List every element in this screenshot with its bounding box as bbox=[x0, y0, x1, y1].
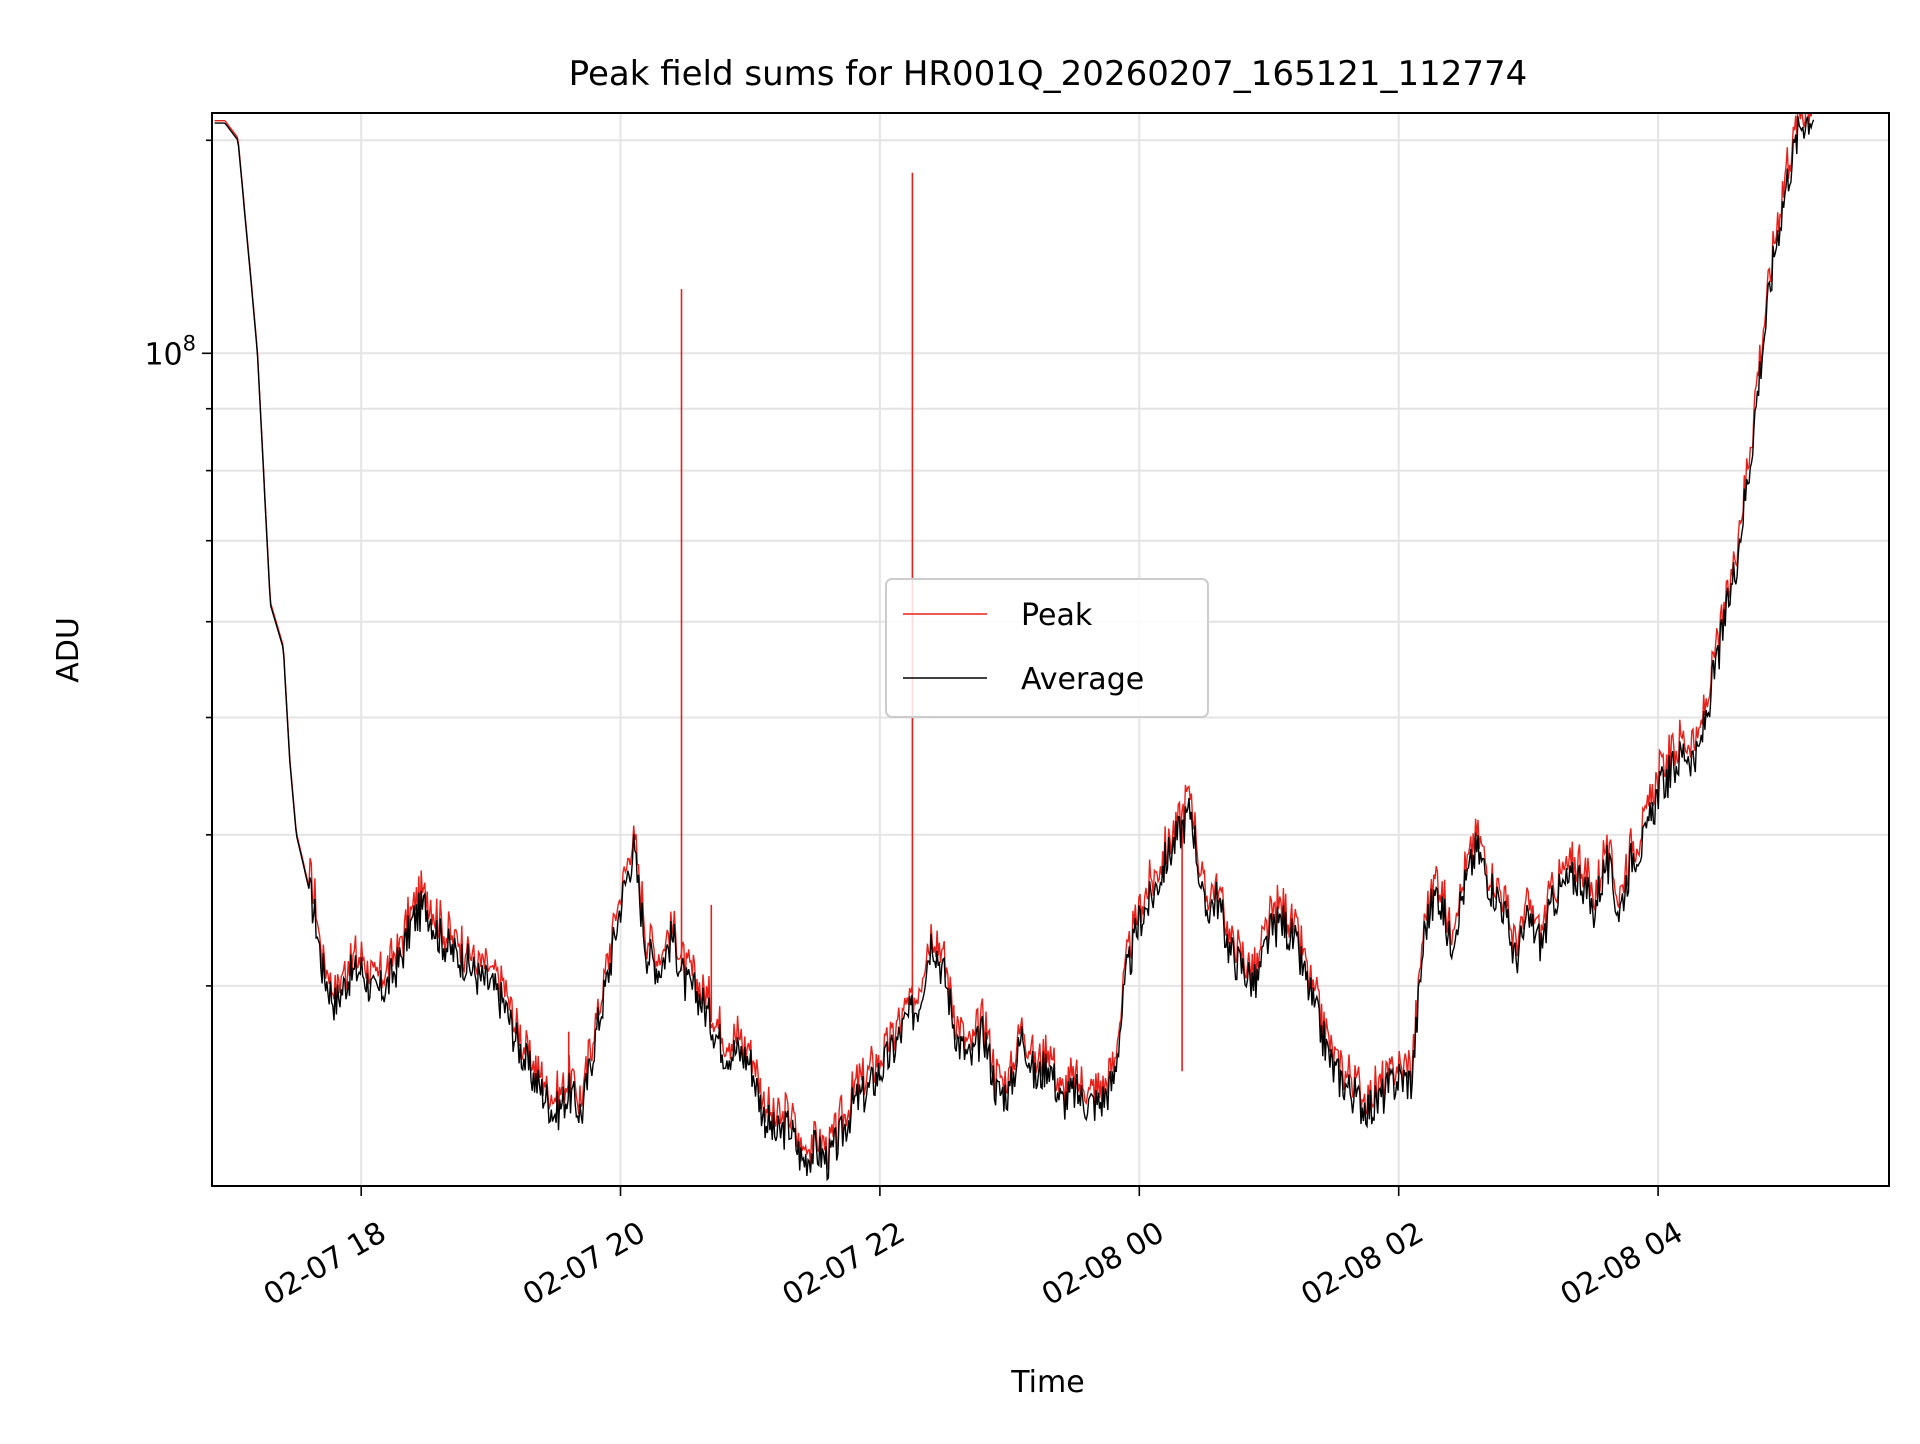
chart-title: Peak field sums for HR001Q_20260207_1651… bbox=[569, 54, 1528, 94]
legend-peak-label: Peak bbox=[1021, 598, 1093, 633]
x-axis-label: Time bbox=[1010, 1365, 1084, 1400]
y-axis-label: ADU bbox=[51, 617, 86, 683]
plot-area bbox=[214, 113, 1815, 1182]
plot-frame bbox=[211, 112, 1890, 1187]
series-average-line bbox=[214, 116, 1815, 1182]
y-axis: 108 bbox=[144, 139, 212, 987]
legend: Peak Average bbox=[885, 578, 1209, 718]
y-tick-label: 108 bbox=[144, 331, 196, 372]
series-peak-line bbox=[214, 113, 1813, 1170]
y-tick-exponent: 8 bbox=[183, 331, 196, 355]
y-tick-base: 10 bbox=[144, 337, 182, 372]
legend-average-label: Average bbox=[1021, 662, 1144, 697]
